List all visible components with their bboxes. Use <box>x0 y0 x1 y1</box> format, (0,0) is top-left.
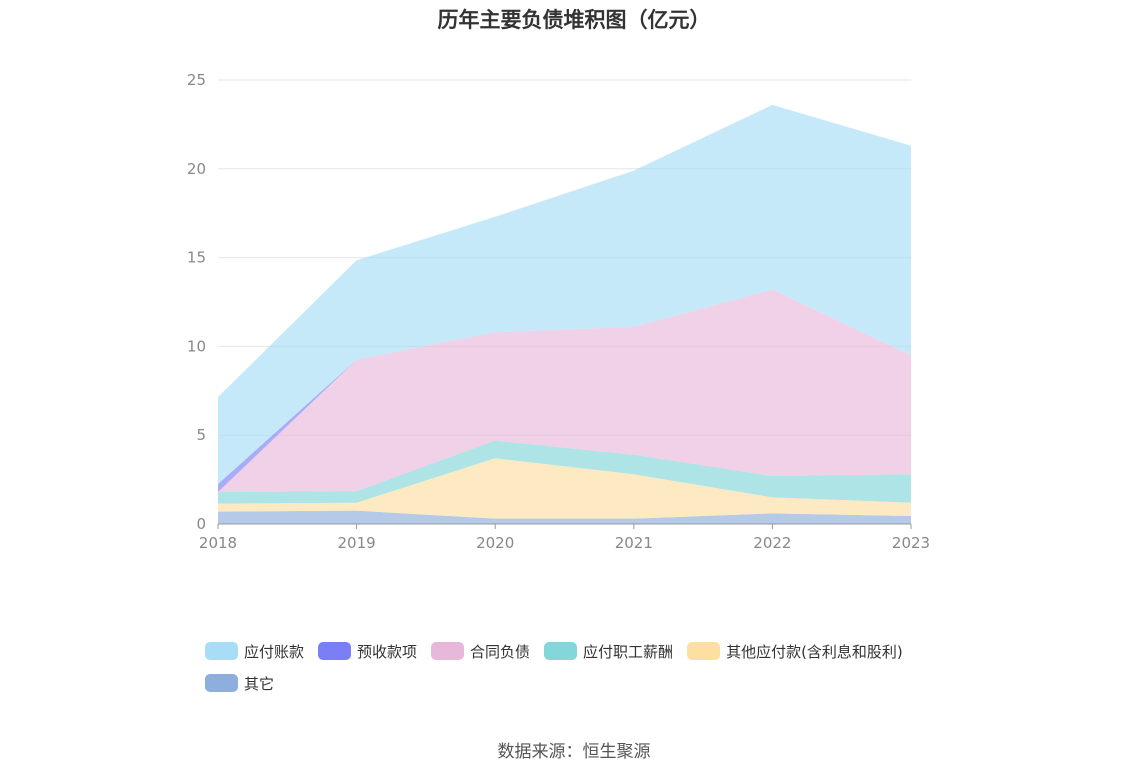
legend-label: 预收款项 <box>357 642 418 661</box>
legend-label: 应付账款 <box>244 642 305 661</box>
x-tick-label: 2019 <box>338 534 376 552</box>
area-合同负债 <box>218 289 911 493</box>
source-note: 数据来源：恒生聚源 <box>497 742 651 762</box>
legend-swatch <box>431 642 465 660</box>
y-tick-label: 15 <box>187 249 206 267</box>
legend-swatch <box>687 642 721 660</box>
area-series <box>218 104 911 524</box>
axes: 0 5 10 15 20 25 2018 2019 2020 2021 2022 2023 <box>187 71 930 552</box>
legend-swatch <box>205 642 238 660</box>
area-其它 <box>218 510 911 524</box>
y-tick-label: 0 <box>196 515 206 533</box>
legend-label: 其他应付款(含利息和股利) <box>726 642 903 661</box>
area-应付职工薪酬 <box>218 440 911 504</box>
x-tick-label: 2018 <box>199 534 237 552</box>
x-tick-label: 2022 <box>753 534 791 552</box>
legend-swatch <box>544 642 578 660</box>
x-tick-label: 2020 <box>476 534 514 552</box>
legend-item[interactable]: 其它 <box>205 673 274 694</box>
stacked-area-chart: 0 5 10 15 20 25 2018 2019 2020 2021 2022 2023 <box>187 71 930 552</box>
legend-row: 其它 <box>205 672 965 694</box>
legend-row: 应付账款 预收款项 合同负债 应付职工薪酬 其他应付款(含利息和股利) <box>205 640 965 662</box>
legend-label: 合同负债 <box>470 642 531 661</box>
legend-item[interactable]: 其他应付款(含利息和股利) <box>687 641 903 662</box>
area-应付账款 <box>218 104 911 485</box>
legend: 应付账款 预收款项 合同负债 应付职工薪酬 其他应付款(含利息和股利) 其它 <box>205 640 965 704</box>
legend-swatch <box>318 642 352 660</box>
x-tick-label: 2023 <box>892 534 930 552</box>
y-tick-label: 10 <box>187 337 206 355</box>
legend-item[interactable]: 应付账款 <box>205 641 304 662</box>
area-其他应付款(含利息和股利) <box>218 458 911 519</box>
chart-title: 历年主要负债堆积图（亿元） <box>437 8 711 32</box>
y-tick-label: 20 <box>187 160 206 178</box>
y-tick-label: 25 <box>187 71 206 89</box>
legend-label: 其它 <box>244 674 275 693</box>
legend-item[interactable]: 预收款项 <box>318 641 417 662</box>
legend-item[interactable]: 合同负债 <box>431 641 530 662</box>
legend-label: 应付职工薪酬 <box>583 642 674 661</box>
y-tick-label: 5 <box>196 426 206 444</box>
x-tick-label: 2021 <box>615 534 653 552</box>
legend-item[interactable]: 应付职工薪酬 <box>544 641 673 662</box>
legend-swatch <box>205 674 238 692</box>
